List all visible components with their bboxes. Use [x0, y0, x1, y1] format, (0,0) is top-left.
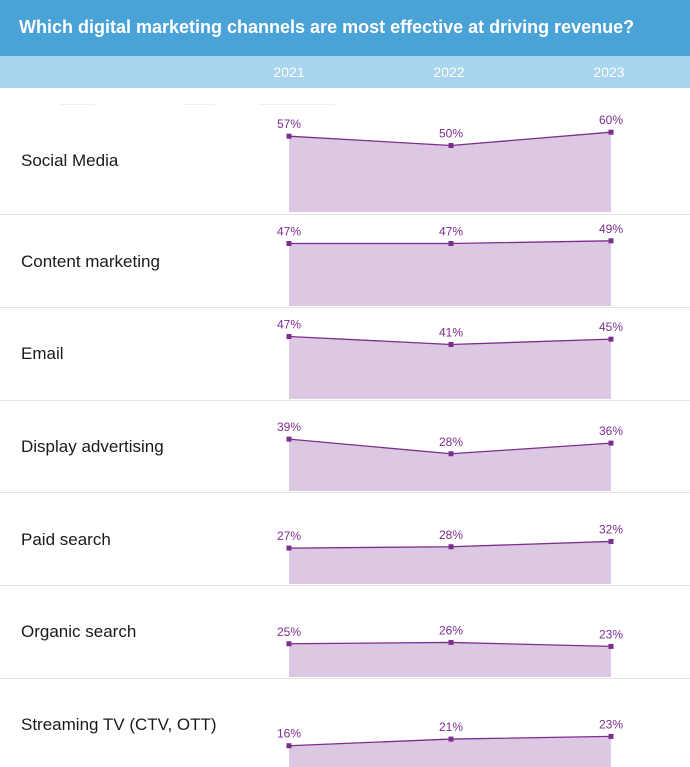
- point-streaming-tv-ctv-ott-2021: [286, 743, 292, 749]
- row-label-organic-search: Organic search: [21, 622, 137, 641]
- decorative-dash: [60, 104, 95, 105]
- point-paid-search-2023: [608, 538, 614, 544]
- year-header-bar: [0, 56, 690, 88]
- value-label-organic-search-2021: 25%: [277, 625, 301, 639]
- value-label-display-advertising-2022: 28%: [439, 435, 463, 449]
- point-email-2021: [286, 333, 292, 339]
- value-label-display-advertising-2023: 36%: [599, 424, 623, 438]
- point-social-media-2023: [608, 129, 614, 135]
- value-label-content-marketing-2022: 47%: [439, 224, 463, 238]
- value-label-organic-search-2023: 23%: [599, 627, 623, 641]
- point-email-2023: [608, 336, 614, 342]
- row-divider: [0, 307, 690, 308]
- point-content-marketing-2022: [448, 240, 454, 246]
- area-content-marketing: [289, 240, 611, 306]
- point-display-advertising-2022: [448, 451, 454, 457]
- row-divider: [0, 585, 690, 586]
- area-streaming-tv-ctv-ott: [289, 736, 611, 767]
- value-label-email-2021: 47%: [277, 317, 301, 331]
- row-divider: [0, 492, 690, 493]
- value-label-email-2022: 41%: [439, 325, 463, 339]
- point-organic-search-2021: [286, 641, 292, 647]
- year-label-2021: 2021: [273, 64, 305, 80]
- row-label-email: Email: [21, 344, 64, 363]
- row-divider: [0, 678, 690, 679]
- point-content-marketing-2023: [608, 238, 614, 244]
- value-label-social-media-2022: 50%: [439, 127, 463, 141]
- row-label-content-marketing: Content marketing: [21, 252, 160, 271]
- value-label-email-2023: 45%: [599, 320, 623, 334]
- area-paid-search: [289, 541, 611, 584]
- point-organic-search-2022: [448, 639, 454, 645]
- point-paid-search-2021: [286, 545, 292, 551]
- point-content-marketing-2021: [286, 240, 292, 246]
- row-label-paid-search: Paid search: [21, 530, 111, 549]
- row-label-streaming-tv-ctv-ott: Streaming TV (CTV, OTT): [21, 715, 217, 734]
- point-organic-search-2023: [608, 643, 614, 649]
- value-label-streaming-tv-ctv-ott-2021: 16%: [277, 727, 301, 741]
- value-label-organic-search-2022: 26%: [439, 623, 463, 637]
- row-divider: [0, 400, 690, 401]
- value-label-display-advertising-2021: 39%: [277, 420, 301, 434]
- point-streaming-tv-ctv-ott-2022: [448, 736, 454, 742]
- point-display-advertising-2023: [608, 440, 614, 446]
- point-paid-search-2022: [448, 544, 454, 550]
- area-email: [289, 336, 611, 399]
- area-organic-search: [289, 642, 611, 677]
- decorative-dash: [258, 104, 335, 105]
- point-social-media-2022: [448, 143, 454, 148]
- decorative-dash: [183, 104, 215, 105]
- chart-title: Which digital marketing channels are mos…: [19, 17, 635, 37]
- value-label-paid-search-2021: 27%: [277, 529, 301, 543]
- value-label-streaming-tv-ctv-ott-2023: 23%: [599, 717, 623, 731]
- point-display-advertising-2021: [286, 436, 292, 442]
- year-label-2022: 2022: [433, 64, 465, 80]
- value-label-social-media-2021: 57%: [277, 117, 301, 131]
- value-label-paid-search-2023: 32%: [599, 522, 623, 536]
- point-streaming-tv-ctv-ott-2023: [608, 733, 614, 739]
- point-email-2022: [448, 341, 454, 347]
- value-label-social-media-2023: 60%: [599, 113, 623, 127]
- point-social-media-2021: [286, 133, 292, 139]
- year-label-2023: 2023: [593, 64, 625, 80]
- value-label-paid-search-2022: 28%: [439, 528, 463, 542]
- row-label-display-advertising: Display advertising: [21, 437, 164, 456]
- title-bar: [0, 0, 690, 56]
- row-label-social-media: Social Media: [21, 151, 119, 170]
- area-social-media: [289, 132, 611, 212]
- value-label-content-marketing-2023: 49%: [599, 222, 623, 236]
- row-divider: [0, 214, 690, 215]
- value-label-content-marketing-2021: 47%: [277, 224, 301, 238]
- area-display-advertising: [289, 439, 611, 491]
- value-label-streaming-tv-ctv-ott-2022: 21%: [439, 720, 463, 734]
